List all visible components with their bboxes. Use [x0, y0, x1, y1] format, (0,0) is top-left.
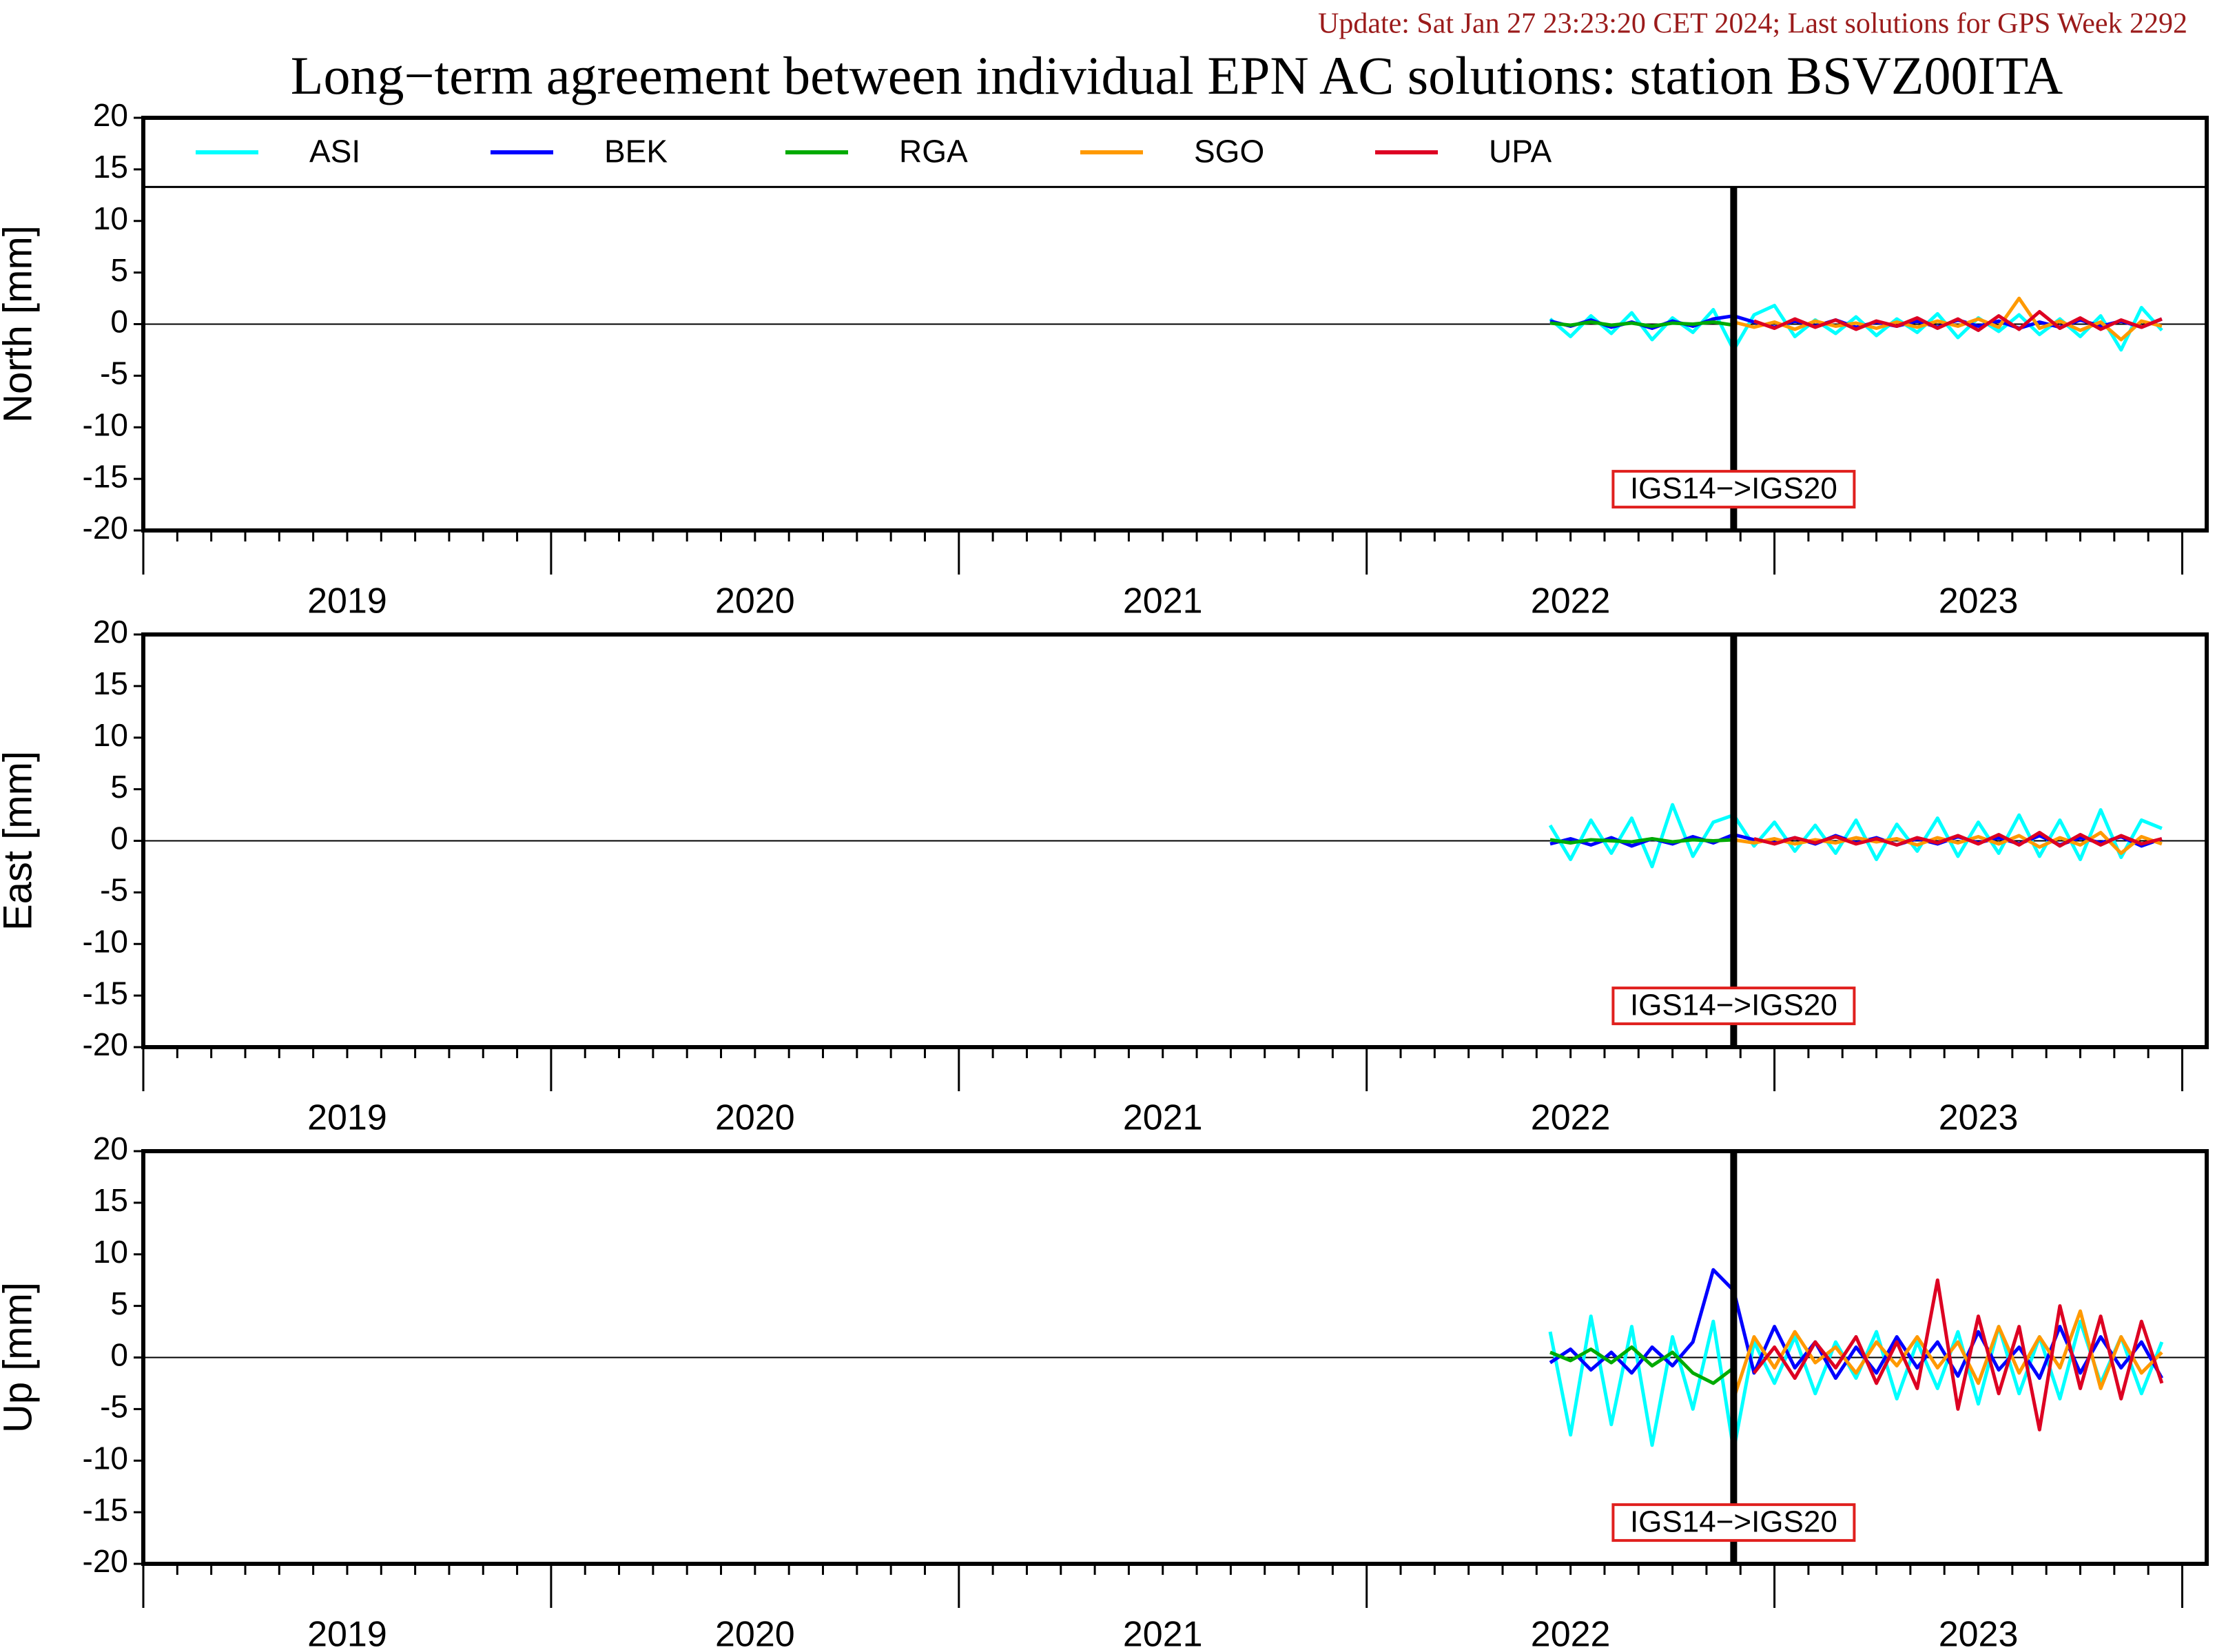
series-line [1548, 803, 2163, 869]
chart-title: Long−term agreement between individual E… [291, 45, 2063, 105]
y-axis-label: East [mm] [0, 751, 40, 931]
x-tick-label: 2021 [1123, 1098, 1203, 1138]
x-tick-label: 2022 [1531, 581, 1611, 621]
x-tick-label: 2021 [1123, 581, 1203, 621]
y-tick-label: 5 [110, 252, 128, 288]
annotation: IGS14−>IGS20 [1630, 989, 1837, 1022]
y-tick-label: 0 [110, 304, 128, 340]
legend-label: UPA [1489, 133, 1552, 169]
series-line [1753, 310, 2163, 332]
y-tick-label: 15 [93, 665, 128, 701]
y-tick-label: -10 [83, 1440, 128, 1476]
x-tick-label: 2023 [1939, 581, 2019, 621]
y-tick-label: -10 [83, 923, 128, 959]
y-tick-label: -15 [83, 1491, 128, 1527]
annotation-box [1611, 470, 1856, 509]
annotation: IGS14−>IGS20 [1630, 472, 1837, 506]
x-tick-label: 2020 [715, 1615, 795, 1652]
plot-frame [141, 1149, 2209, 1566]
y-tick-label: 15 [93, 1182, 128, 1218]
y-tick-label: 10 [93, 200, 128, 236]
legend-label: RGA [899, 133, 968, 169]
series-line [1549, 1345, 1735, 1385]
y-tick-label: 20 [93, 614, 128, 650]
x-tick-label: 2020 [715, 1098, 795, 1138]
update-note: Update: Sat Jan 27 23:23:20 CET 2024; La… [1318, 8, 2187, 40]
y-tick-label: 10 [93, 717, 128, 753]
x-tick-label: 2019 [307, 581, 387, 621]
y-tick-label: -5 [100, 355, 128, 391]
annotation-box [1611, 987, 1856, 1026]
annotation-box [1611, 1503, 1856, 1542]
y-tick-label: 10 [93, 1234, 128, 1270]
x-tick-label: 2019 [307, 1098, 387, 1138]
y-tick-label: -15 [83, 975, 128, 1011]
y-axis-label: North [mm] [0, 225, 40, 423]
x-tick-label: 2019 [307, 1615, 387, 1652]
series-line [1549, 1268, 2164, 1380]
series-line [1549, 320, 1734, 328]
annotation: IGS14−>IGS20 [1630, 1505, 1837, 1539]
y-tick-label: 0 [110, 820, 128, 856]
legend-label: ASI [309, 133, 360, 169]
y-tick-label: 5 [110, 1286, 128, 1321]
series-line [1548, 1314, 2164, 1452]
plot-frame [141, 116, 2209, 533]
y-tick-label: 15 [93, 149, 128, 185]
x-tick-label: 2023 [1939, 1098, 2019, 1138]
y-axis-label: Up [mm] [0, 1282, 40, 1433]
series-line [1549, 304, 2163, 352]
y-tick-label: 0 [110, 1337, 128, 1373]
legend-box [143, 118, 2207, 187]
y-tick-label: -20 [83, 1543, 128, 1579]
y-tick-label: -20 [83, 1026, 128, 1062]
legend-label: BEK [604, 133, 668, 169]
y-tick-label: -5 [100, 872, 128, 908]
series-line [1753, 1278, 2164, 1432]
series-line [1753, 831, 2163, 848]
plot-frame [141, 632, 2209, 1049]
y-tick-label: -5 [100, 1389, 128, 1425]
x-tick-label: 2022 [1531, 1098, 1611, 1138]
y-tick-label: 5 [110, 769, 128, 805]
y-tick-label: -20 [83, 510, 128, 546]
x-tick-label: 2023 [1939, 1615, 2019, 1652]
series-line [1549, 837, 1734, 845]
x-tick-label: 2021 [1123, 1615, 1203, 1652]
x-tick-label: 2022 [1531, 1615, 1611, 1652]
legend-label: SGO [1194, 133, 1264, 169]
y-tick-label: -10 [83, 406, 128, 442]
y-tick-label: -15 [83, 458, 128, 494]
y-tick-label: 20 [93, 97, 128, 133]
x-tick-label: 2020 [715, 581, 795, 621]
y-tick-label: 20 [93, 1130, 128, 1166]
